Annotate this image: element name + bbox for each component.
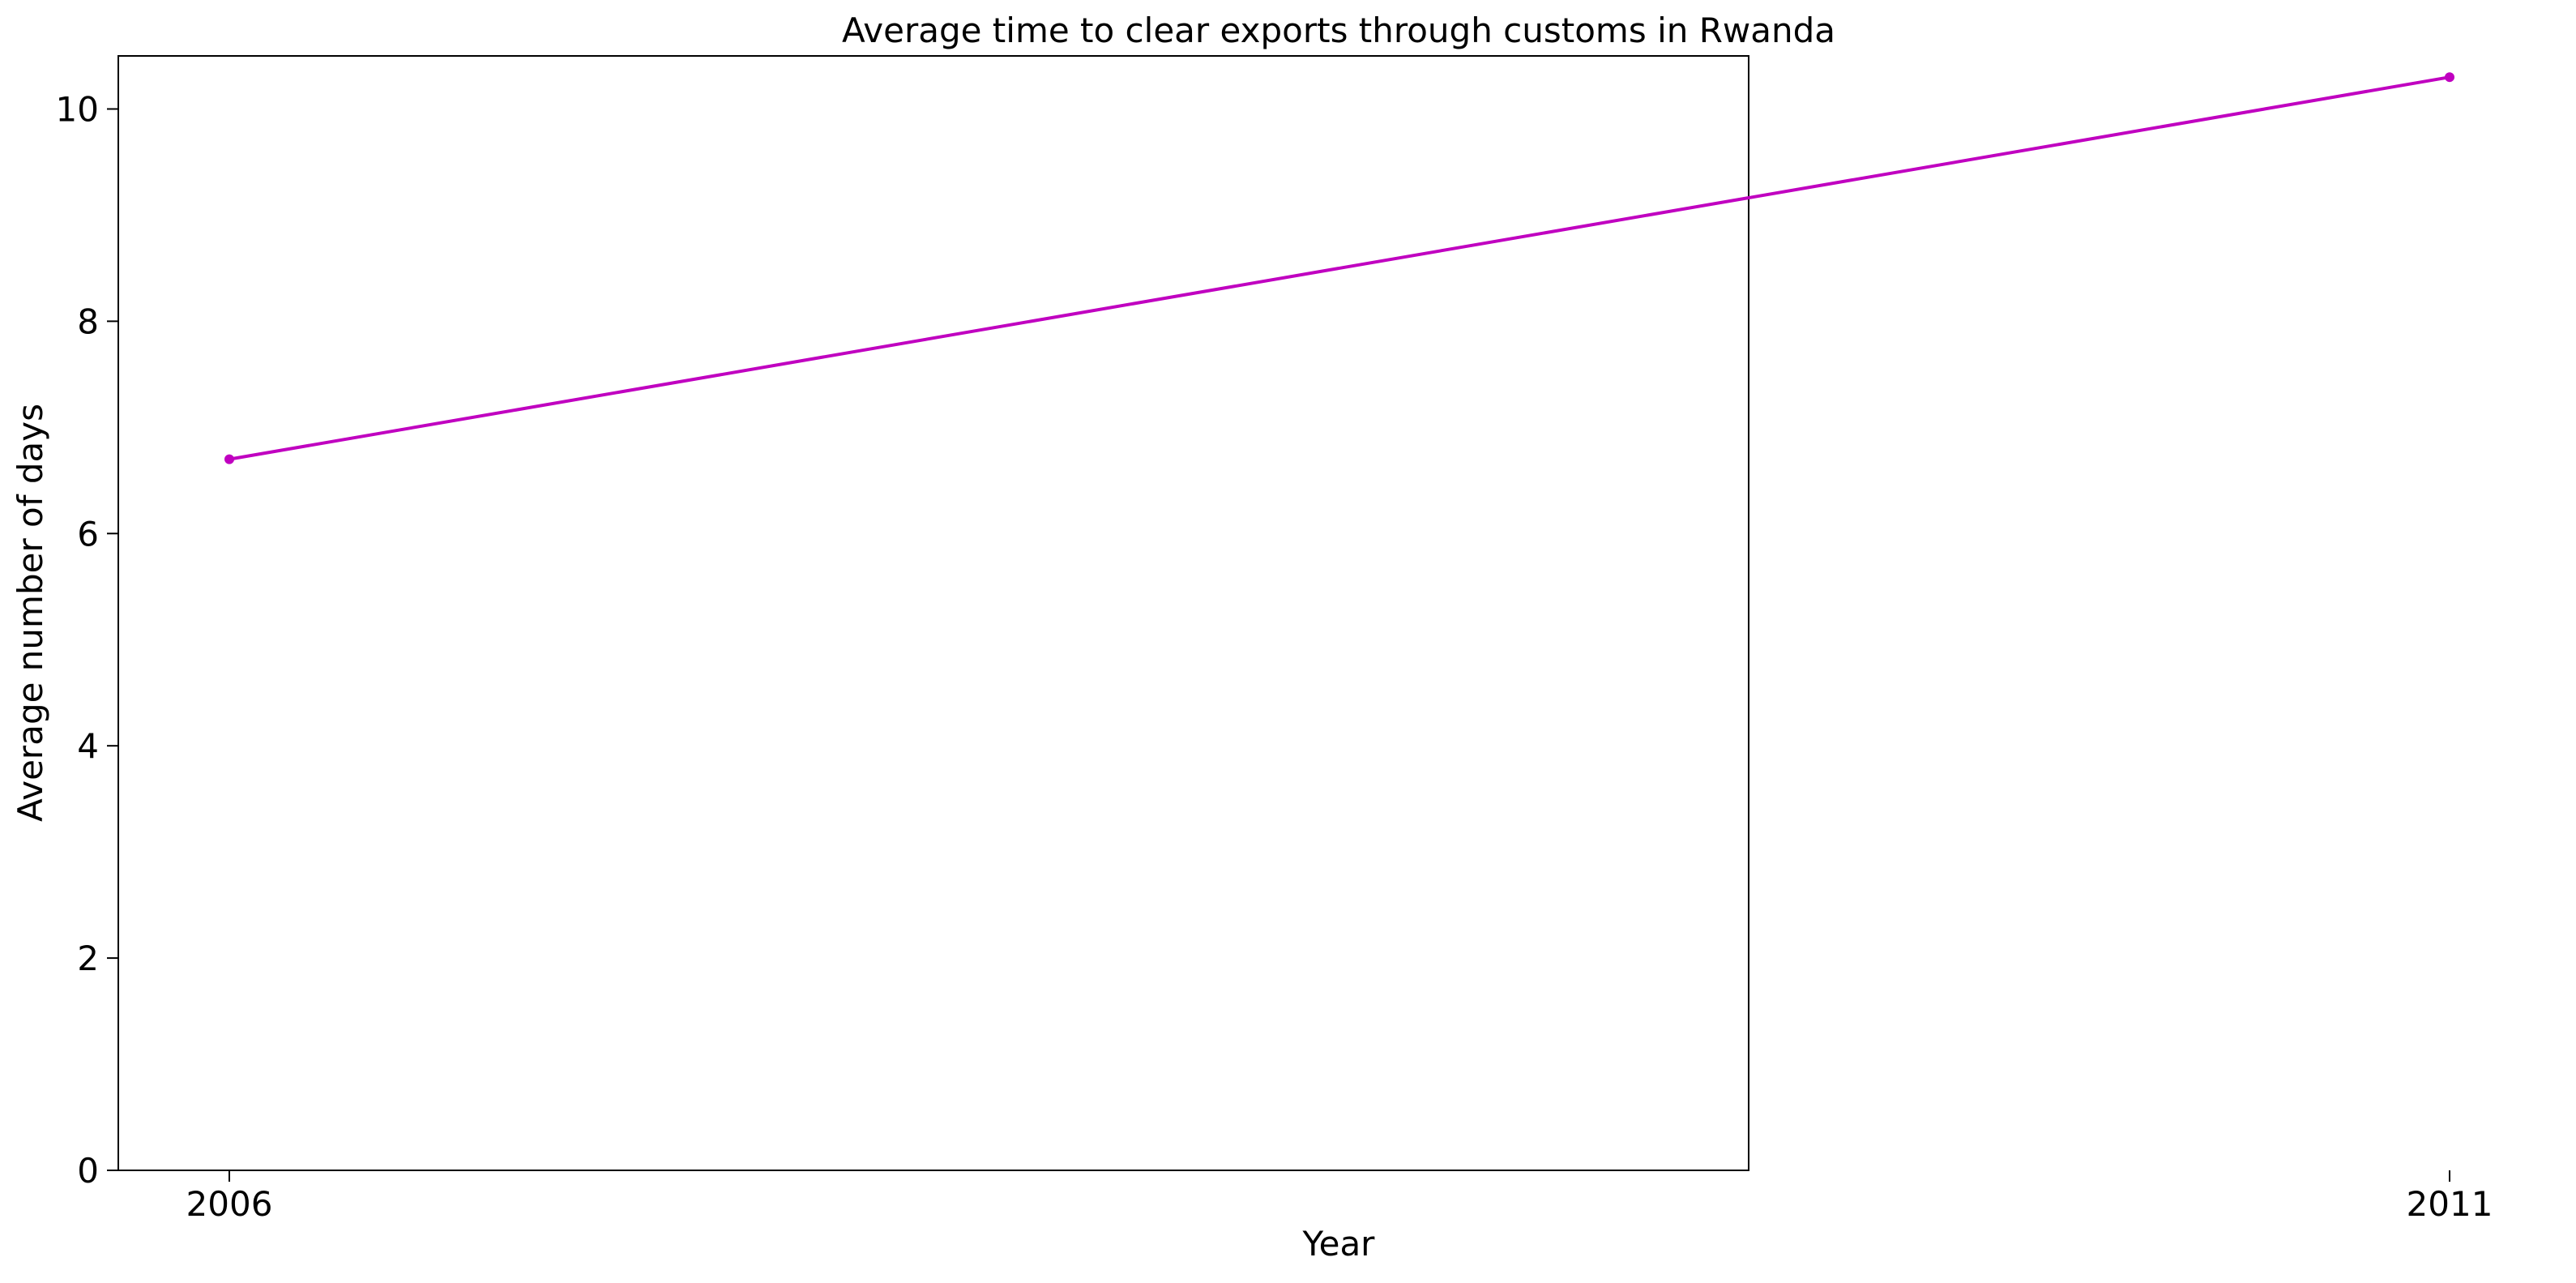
y-tick-label: 4 <box>77 726 99 766</box>
plot-area-frame <box>117 55 1749 1171</box>
x-axis-label: Year <box>1302 1224 1376 1264</box>
y-tick-label: 8 <box>77 302 99 341</box>
data-point <box>2445 72 2454 83</box>
y-tick-label: 2 <box>77 939 99 978</box>
series-layer <box>224 72 2454 464</box>
x-tick-label: 2006 <box>186 1184 273 1224</box>
y-tick-label: 6 <box>77 514 99 554</box>
x-tick-label: 2011 <box>2407 1184 2493 1224</box>
y-tick-label: 0 <box>77 1151 99 1191</box>
chart-title: Average time to clear exports through cu… <box>842 11 1835 50</box>
y-axis-label: Average number of days <box>11 404 50 822</box>
x-axis: 2006 2011 <box>186 1170 2493 1224</box>
y-axis: 0 2 4 6 8 10 <box>56 89 118 1191</box>
y-tick-label: 10 <box>56 89 99 129</box>
series-line <box>228 75 2451 461</box>
data-point <box>224 454 234 464</box>
